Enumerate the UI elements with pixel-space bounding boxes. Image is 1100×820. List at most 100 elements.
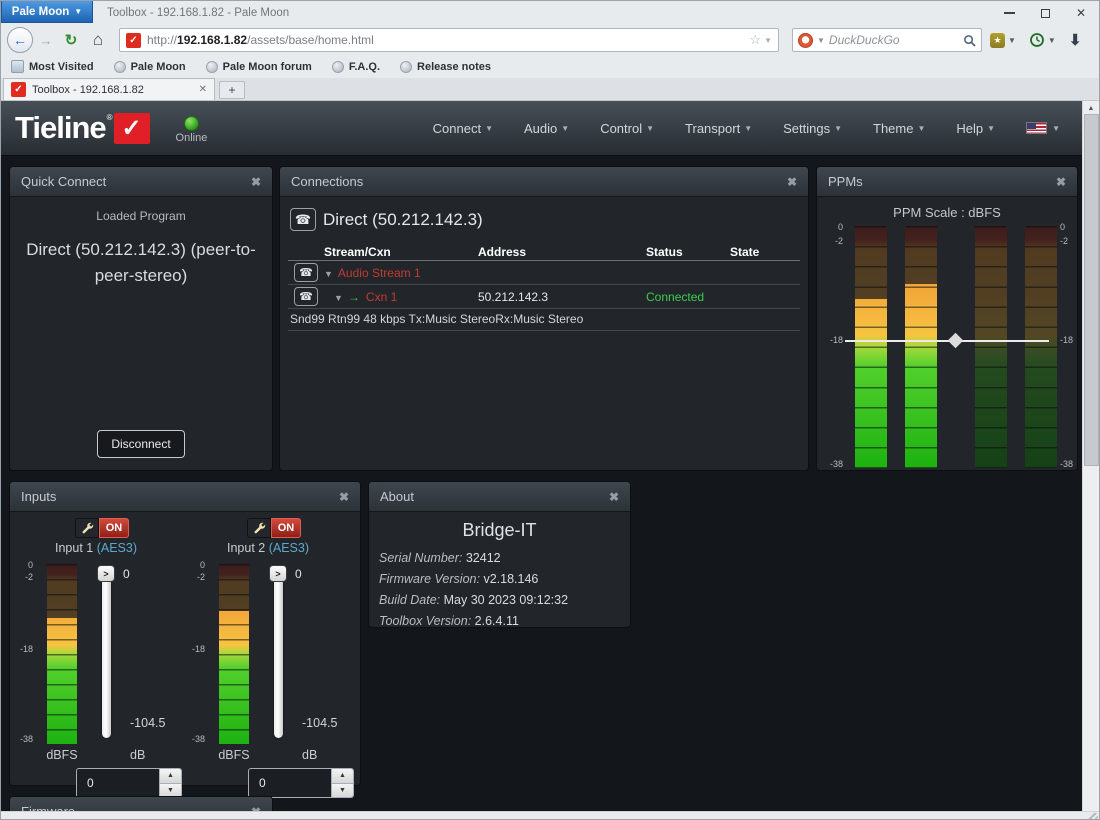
input1-meter-unit: dBFS	[46, 748, 78, 762]
tab-toolbox[interactable]: ✓ Toolbox - 192.168.1.82 ✕	[3, 78, 215, 100]
input2-type[interactable]: (AES3)	[268, 541, 309, 555]
bookmark-star-button[interactable]: ☆ ▼	[749, 32, 772, 48]
input1-spin-down-button[interactable]: ▼	[160, 783, 181, 797]
panel-close-icon[interactable]: ✖	[1055, 174, 1066, 189]
chevron-down-icon[interactable]: ▼	[817, 35, 825, 45]
tieline-logo[interactable]: Tieline ® ✓	[15, 111, 150, 145]
bookmark-pale-moon-forum[interactable]: Pale Moon forum	[205, 60, 312, 73]
input1-gain-slider[interactable]	[102, 572, 111, 738]
input2-gain-slider[interactable]	[274, 572, 283, 738]
about-header[interactable]: About ✖	[369, 482, 630, 512]
menu-audio[interactable]: Audio ▼	[524, 120, 570, 136]
input1-slider-handle[interactable]: >	[97, 565, 115, 582]
connections-table: Stream/Cxn Address Status State ☎ ▼ Audio…	[288, 243, 800, 331]
connections-panel: Connections ✖ ☎ Direct (50.212.142.3) St…	[279, 166, 809, 471]
wrench-icon	[82, 522, 93, 533]
bookmarks-menu-button[interactable]: ★ ▼	[985, 28, 1021, 52]
panel-close-icon[interactable]: ✖	[786, 174, 797, 189]
menu-settings[interactable]: Settings ▼	[783, 120, 843, 136]
disconnect-button[interactable]: Disconnect	[97, 430, 185, 458]
menu-theme[interactable]: Theme ▼	[873, 120, 926, 136]
inputs-header[interactable]: Inputs ✖	[10, 482, 360, 512]
chevron-down-icon: ▼	[1047, 35, 1056, 45]
wrench-icon	[254, 522, 265, 533]
panel-close-icon[interactable]: ✖	[251, 805, 261, 812]
ppm-meter-send-2	[905, 226, 937, 468]
firmware-header[interactable]: Firmware ✖	[10, 797, 272, 811]
cxn-row[interactable]: ☎ ▼ → Cxn 1 50.212.142.3 Connected	[288, 285, 800, 309]
language-selector[interactable]: ▼	[1026, 122, 1060, 134]
input2-floor-value: -104.5	[302, 716, 338, 730]
ppm-meter-area: 0 -2 -18 -38 0 -2 -18 -38	[829, 222, 1074, 469]
input2-spin-up-button[interactable]: ▲	[332, 769, 353, 784]
input1-on-button[interactable]: ON	[99, 518, 129, 538]
bookmark-pale-moon[interactable]: Pale Moon	[113, 60, 186, 73]
downloads-button[interactable]: ⬇	[1064, 28, 1087, 52]
input2-slider-handle[interactable]: >	[269, 565, 287, 582]
menu-help[interactable]: Help ▼	[956, 120, 996, 136]
minimize-button[interactable]	[991, 1, 1027, 25]
col-status: Status	[646, 244, 683, 259]
search-icon[interactable]	[963, 34, 976, 47]
input2-spin-down-button[interactable]: ▼	[332, 783, 353, 797]
input1-gain-input[interactable]	[77, 769, 159, 797]
panel-close-icon[interactable]: ✖	[338, 489, 349, 504]
input2-gain-input[interactable]	[249, 769, 331, 797]
chevron-down-icon: ▼	[744, 123, 753, 133]
reload-button[interactable]: ↻	[59, 28, 83, 52]
input1-type[interactable]: (AES3)	[96, 541, 137, 555]
search-box[interactable]: ▼	[792, 28, 982, 52]
dial-cxn-button[interactable]: ☎	[294, 287, 318, 306]
tab-close-button[interactable]: ✕	[198, 84, 207, 95]
chevron-down-icon: ▼	[1008, 35, 1016, 45]
search-input[interactable]	[828, 33, 959, 47]
input2-on-button[interactable]: ON	[271, 518, 301, 538]
history-menu-button[interactable]: ▼	[1024, 28, 1061, 52]
input2-on-control[interactable]: ON	[247, 518, 301, 538]
page-scrollbar[interactable]: ▲	[1082, 101, 1099, 811]
scrollbar-up-arrow[interactable]: ▲	[1087, 105, 1095, 112]
ppms-header[interactable]: PPMs ✖	[817, 167, 1077, 197]
scrollbar-thumb[interactable]	[1084, 114, 1099, 466]
us-flag-icon	[1026, 122, 1048, 134]
menu-control[interactable]: Control ▼	[600, 120, 655, 136]
bookmark-icon	[205, 60, 218, 73]
close-window-button[interactable]: ✕	[1063, 1, 1099, 25]
new-tab-button[interactable]: +	[219, 81, 245, 99]
bookmark-faq[interactable]: F.A.Q.	[331, 60, 380, 73]
back-button[interactable]: ←	[7, 27, 33, 53]
dial-stream-button[interactable]: ☎	[294, 263, 318, 282]
palemoon-menu-button[interactable]: Pale Moon ▼	[1, 1, 93, 23]
input2-gain-spinner[interactable]: ▲ ▼	[248, 768, 354, 798]
menu-transport[interactable]: Transport ▼	[685, 120, 753, 136]
dial-group-button[interactable]: ☎	[290, 208, 316, 231]
home-button[interactable]: ⌂	[86, 28, 110, 52]
input1-settings-button[interactable]	[75, 518, 99, 538]
panel-close-icon[interactable]: ✖	[608, 489, 619, 504]
product-name: Bridge-IT	[462, 520, 537, 540]
maximize-button[interactable]	[1027, 1, 1063, 25]
forward-button[interactable]: →	[36, 30, 56, 50]
url-text[interactable]: http://192.168.1.82/assets/base/home.htm…	[147, 33, 374, 47]
bookmark-most-visited[interactable]: Most Visited	[11, 60, 94, 73]
connections-header[interactable]: Connections ✖	[280, 167, 808, 197]
duckduckgo-icon[interactable]	[798, 32, 813, 48]
stream-row[interactable]: ☎ ▼ Audio Stream 1	[288, 261, 800, 285]
input1-level-meter	[47, 564, 77, 744]
url-bar[interactable]: ✓ http://192.168.1.82/assets/base/home.h…	[119, 28, 779, 52]
resize-grip[interactable]	[1086, 813, 1098, 819]
build-date-row: Build Date: May 30 2023 09:12:32	[379, 593, 569, 607]
input1-on-control[interactable]: ON	[75, 518, 129, 538]
expand-caret-icon[interactable]: ▼	[334, 292, 343, 303]
quick-connect-header[interactable]: Quick Connect ✖	[10, 167, 272, 197]
input1-spin-up-button[interactable]: ▲	[160, 769, 181, 784]
bookmark-release-notes[interactable]: Release notes	[400, 60, 491, 73]
menu-connect[interactable]: Connect ▼	[432, 120, 494, 136]
input1-gain-spinner[interactable]: ▲ ▼	[76, 768, 182, 798]
expand-caret-icon[interactable]: ▼	[324, 268, 333, 279]
input2-settings-button[interactable]	[247, 518, 271, 538]
ppm-meter-return-1	[975, 226, 1007, 468]
panel-close-icon[interactable]: ✖	[250, 174, 261, 189]
chevron-down-icon: ▼	[987, 123, 996, 133]
